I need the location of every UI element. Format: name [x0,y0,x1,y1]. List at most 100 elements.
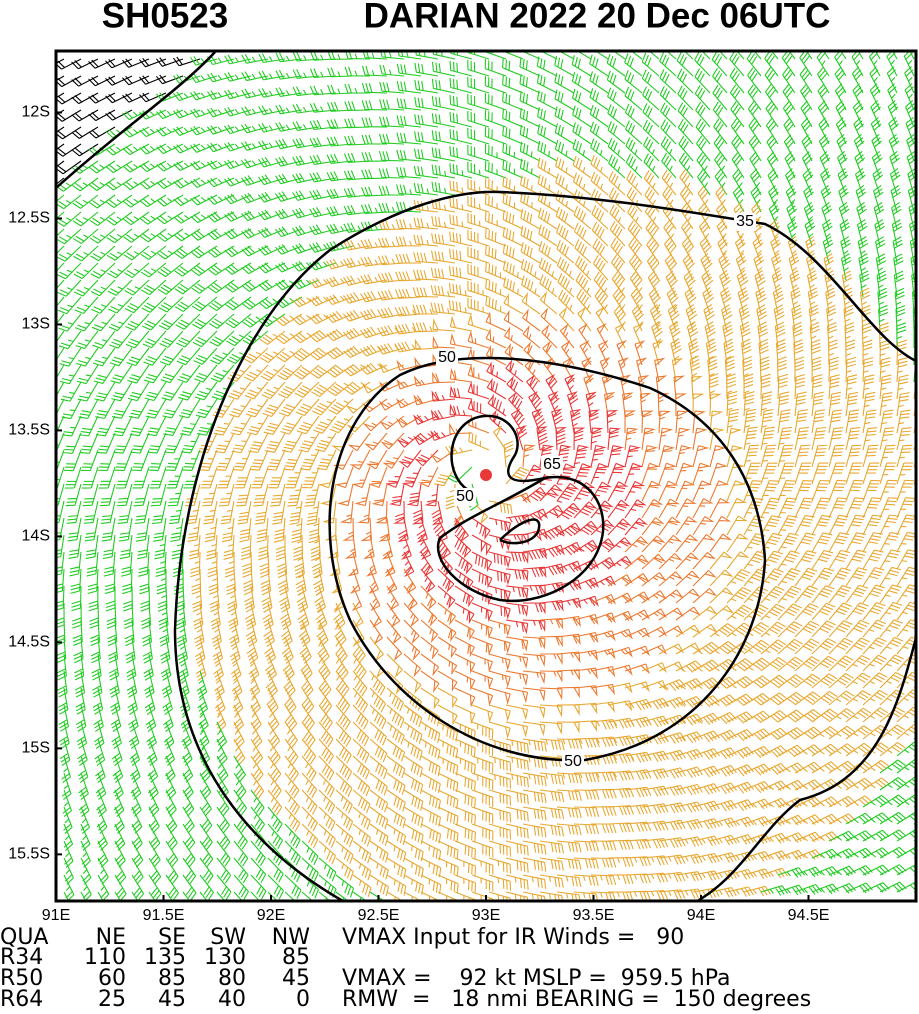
wind-barb [896,322,907,349]
wind-barb [828,532,850,553]
wind-barb [705,338,717,366]
wind-barb [182,755,194,783]
wind-barb [624,856,651,867]
wind-barb [539,721,563,735]
wind-barb [607,610,634,622]
wind-barb [794,585,818,604]
wind-barb [122,568,133,595]
wind-barb [520,242,541,264]
wind-barb [241,141,269,151]
contour-label-bg [436,349,458,367]
wind-barb [658,784,686,797]
wind-barb [111,381,133,402]
wind-barb [378,517,391,542]
wind-barb [281,432,303,453]
wind-barb [838,202,850,230]
wind-barb [62,789,73,818]
wind-barb [556,240,575,264]
wind-barb [759,356,770,383]
wind-barb [430,409,456,421]
wind-barb [309,224,337,236]
wind-barb [760,850,789,861]
wind-barb [818,134,830,162]
wind-barb [794,831,822,843]
wind-barb [743,533,766,553]
wind-barb [88,58,116,69]
wind-barb [449,180,473,196]
wind-barb [817,66,830,94]
wind-barb [811,374,823,400]
wind-barb [743,373,754,400]
wind-barb [502,260,524,281]
wind-barb [896,794,916,808]
wind-barb [420,806,442,827]
wind-barb [90,619,101,647]
wind-barb [214,432,235,454]
wind-barb [760,603,786,621]
wind-barb [845,882,873,894]
wind-barb [362,51,388,60]
wind-barb [327,51,354,60]
wind-barb [413,394,439,406]
wind-barb [449,112,473,128]
wind-barb [726,373,736,400]
wind-barb [292,138,320,149]
wind-barb [420,789,441,810]
wind-barb [608,154,626,179]
wind-barb [644,186,660,213]
wind-barb [156,92,184,102]
wind-barb [794,462,812,485]
wind-barb [156,194,184,207]
wind-barb [675,534,699,553]
wind-barb [590,788,617,799]
wind-barb [505,789,529,805]
wind-barb [862,356,874,383]
wind-barb [488,636,511,654]
wind-barb [291,243,320,254]
wind-barb [862,339,873,366]
wind-barb [250,806,266,833]
wind-barb [709,712,737,725]
wind-barb [378,185,405,196]
wind-barb [709,480,730,502]
wind-barb [551,408,564,434]
wind-barb [522,548,548,560]
wind-barb [292,51,320,62]
wind-barb [261,585,273,613]
wind-barb [249,670,261,698]
wind-barb [181,432,201,454]
wind-barb [782,66,796,94]
wind-barb [879,479,898,502]
wind-barb [896,479,915,502]
wind-barb [292,190,320,201]
wind-barb [773,304,785,332]
wind-barb [467,111,490,128]
wind-barb [379,362,405,374]
wind-barb [71,126,99,139]
wind-barb [641,785,669,797]
wind-barb [113,789,125,817]
wind-barb [777,849,805,861]
wind-barb [176,347,201,366]
wind-barb [522,636,546,650]
wind-barb [233,704,244,732]
wind-barb [170,517,184,542]
wind-barb [289,500,303,525]
wind-barb [873,202,885,230]
wind-barb [624,462,644,485]
wind-barb [395,415,422,428]
wind-barb [641,572,667,587]
wind-barb [539,600,564,612]
wind-barb [403,772,424,795]
wind-barb [454,891,477,901]
wind-barb [471,687,494,707]
wind-barb [63,449,82,472]
wind-barb [573,427,586,451]
wind-barb [97,449,116,472]
wind-barb [641,855,669,866]
wind-barb [310,534,321,561]
wind-barb [250,823,266,850]
wind-barb [326,119,354,130]
wind-barb [454,551,473,575]
wind-barb [239,517,252,543]
